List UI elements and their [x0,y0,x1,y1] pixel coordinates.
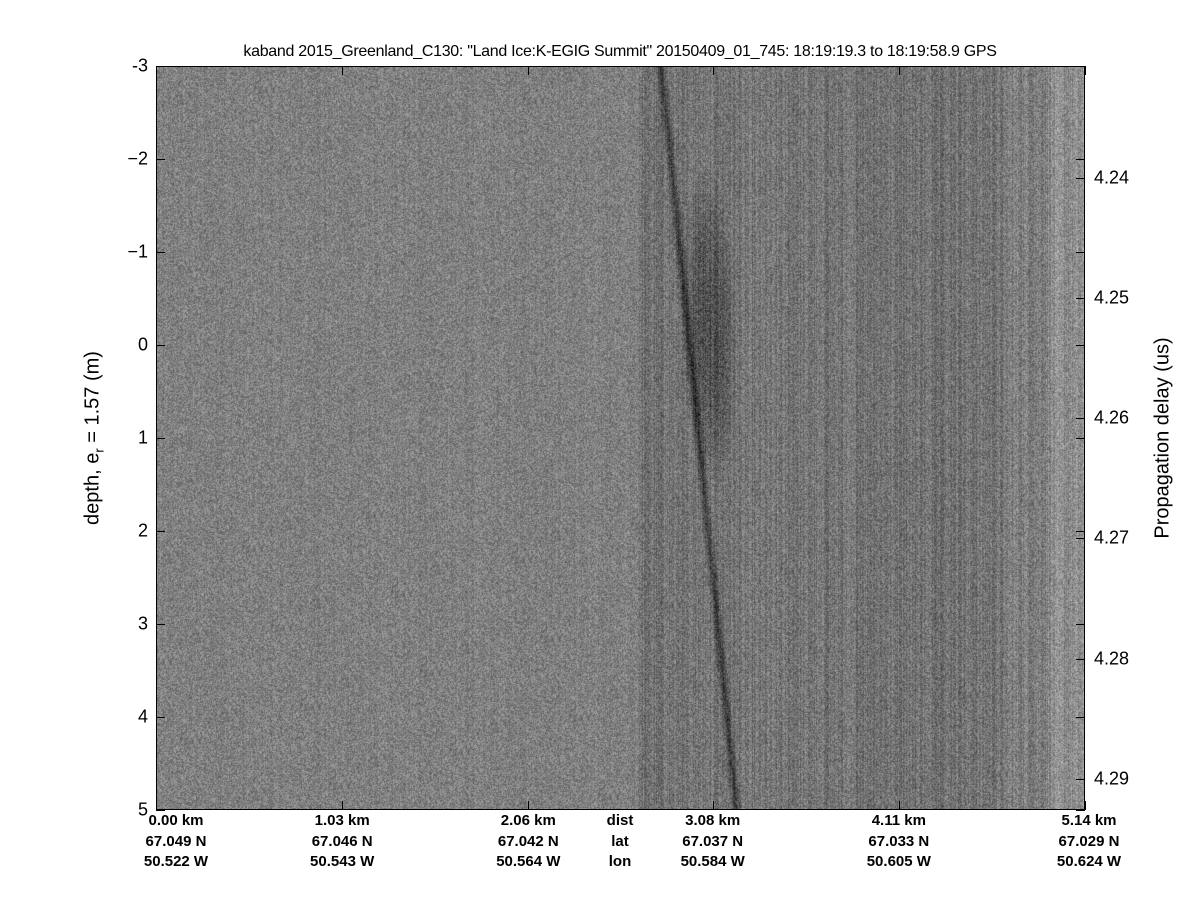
y-tick-mark [156,531,165,532]
y-tick-mark-right [1076,345,1085,346]
x-lon-row-label: lon [608,853,632,870]
y2-tick-mark [1076,297,1085,299]
x-tick-mark-top [898,66,900,75]
x-dist-tick-label: 1.03 km [314,812,370,829]
x-dist-tick-label: 4.11 km [871,812,926,829]
y-tick-mark [156,159,165,160]
x-tick-mark [1085,801,1086,810]
y-tick-label: 5 [137,799,148,820]
y-tick-mark [156,624,165,625]
y2-tick-mark [1076,418,1085,420]
x-dist-tick-label: 3.08 km [685,812,741,829]
x-tick-mark [156,801,157,810]
y-tick-mark [156,252,165,253]
x-tick-mark-top [1085,66,1086,75]
x-lon-tick-label: 50.584 W [680,853,745,870]
x-lon-tick-label: 50.624 W [1056,853,1122,870]
y2-tick-label: 4.29 [1094,768,1130,789]
y-axis-label: depth, er = 1.57 (m) [82,351,107,525]
x-lat-tick-label: 67.033 N [868,833,930,850]
x-tick-mark [712,801,714,810]
y-tick-label: 0 [137,334,148,355]
y2-tick-mark [1076,177,1085,179]
y2-tick-mark [1076,778,1085,780]
x-lat-tick-label: 67.049 N [145,833,207,850]
y-tick-label: 3 [137,613,148,634]
y2-tick-mark [1076,538,1085,540]
y-tick-label: 1 [137,427,148,448]
x-dist-tick-label: 0.00 km [148,812,204,829]
y-tick-mark-right [1076,717,1085,718]
x-tick-mark [898,801,900,810]
x-lon-tick-label: 50.564 W [496,853,561,870]
x-tick-mark-top [528,66,530,75]
x-tick-mark [342,801,344,810]
x-lat-row-label: lat [611,833,629,850]
x-lon-tick-label: 50.605 W [866,853,931,870]
y-tick-mark-right [1076,438,1085,439]
plot-area [156,66,1085,810]
x-lat-tick-label: 67.037 N [682,833,744,850]
x-lon-tick-label: 50.522 W [143,853,209,870]
y-tick-label: −2 [127,148,148,169]
y-label-main: depth, e [81,452,104,525]
x-dist-row-label: dist [606,812,634,829]
radar-echogram-image [157,67,1084,809]
x-tick-mark [528,801,530,810]
y-tick-mark [156,438,165,439]
y2-tick-mark [1076,658,1085,660]
y-tick-mark-right [1076,624,1085,625]
y2-tick-label: 4.24 [1094,167,1130,188]
y-tick-mark [156,810,165,811]
y-tick-mark [156,66,165,67]
y2-tick-label: 4.25 [1094,287,1130,308]
x-tick-mark-top [342,66,344,75]
x-lat-tick-label: 67.046 N [311,833,373,850]
y-tick-mark-right [1076,159,1085,160]
x-dist-tick-label: 2.06 km [500,812,556,829]
y-tick-mark-right [1076,66,1085,67]
y-label-subscript: r [91,448,107,453]
x-lat-tick-label: 67.042 N [497,833,559,850]
y-tick-label: −1 [127,241,148,262]
y-tick-mark-right [1076,531,1085,532]
y2-tick-label: 4.26 [1094,407,1130,428]
y2-tick-label: 4.27 [1094,527,1130,548]
y-tick-label: -3 [131,55,148,76]
x-dist-tick-label: 5.14 km [1061,812,1117,829]
y-tick-mark-right [1076,810,1085,811]
x-lon-tick-label: 50.543 W [310,853,375,870]
y2-tick-label: 4.28 [1094,648,1130,669]
chart-title: kaband 2015_Greenland_C130: "Land Ice:K-… [243,43,997,60]
x-tick-mark-top [156,66,157,75]
x-lat-tick-label: 67.029 N [1058,833,1120,850]
y-tick-mark [156,345,165,346]
y-tick-mark [156,717,165,718]
x-tick-mark-top [712,66,714,75]
right-axis-label: Propagation delay (us) [1151,337,1174,539]
y-tick-mark-right [1076,252,1085,253]
y-tick-label: 4 [137,706,148,727]
y-tick-label: 2 [137,520,148,541]
y-label-rest: = 1.57 (m) [81,351,104,449]
